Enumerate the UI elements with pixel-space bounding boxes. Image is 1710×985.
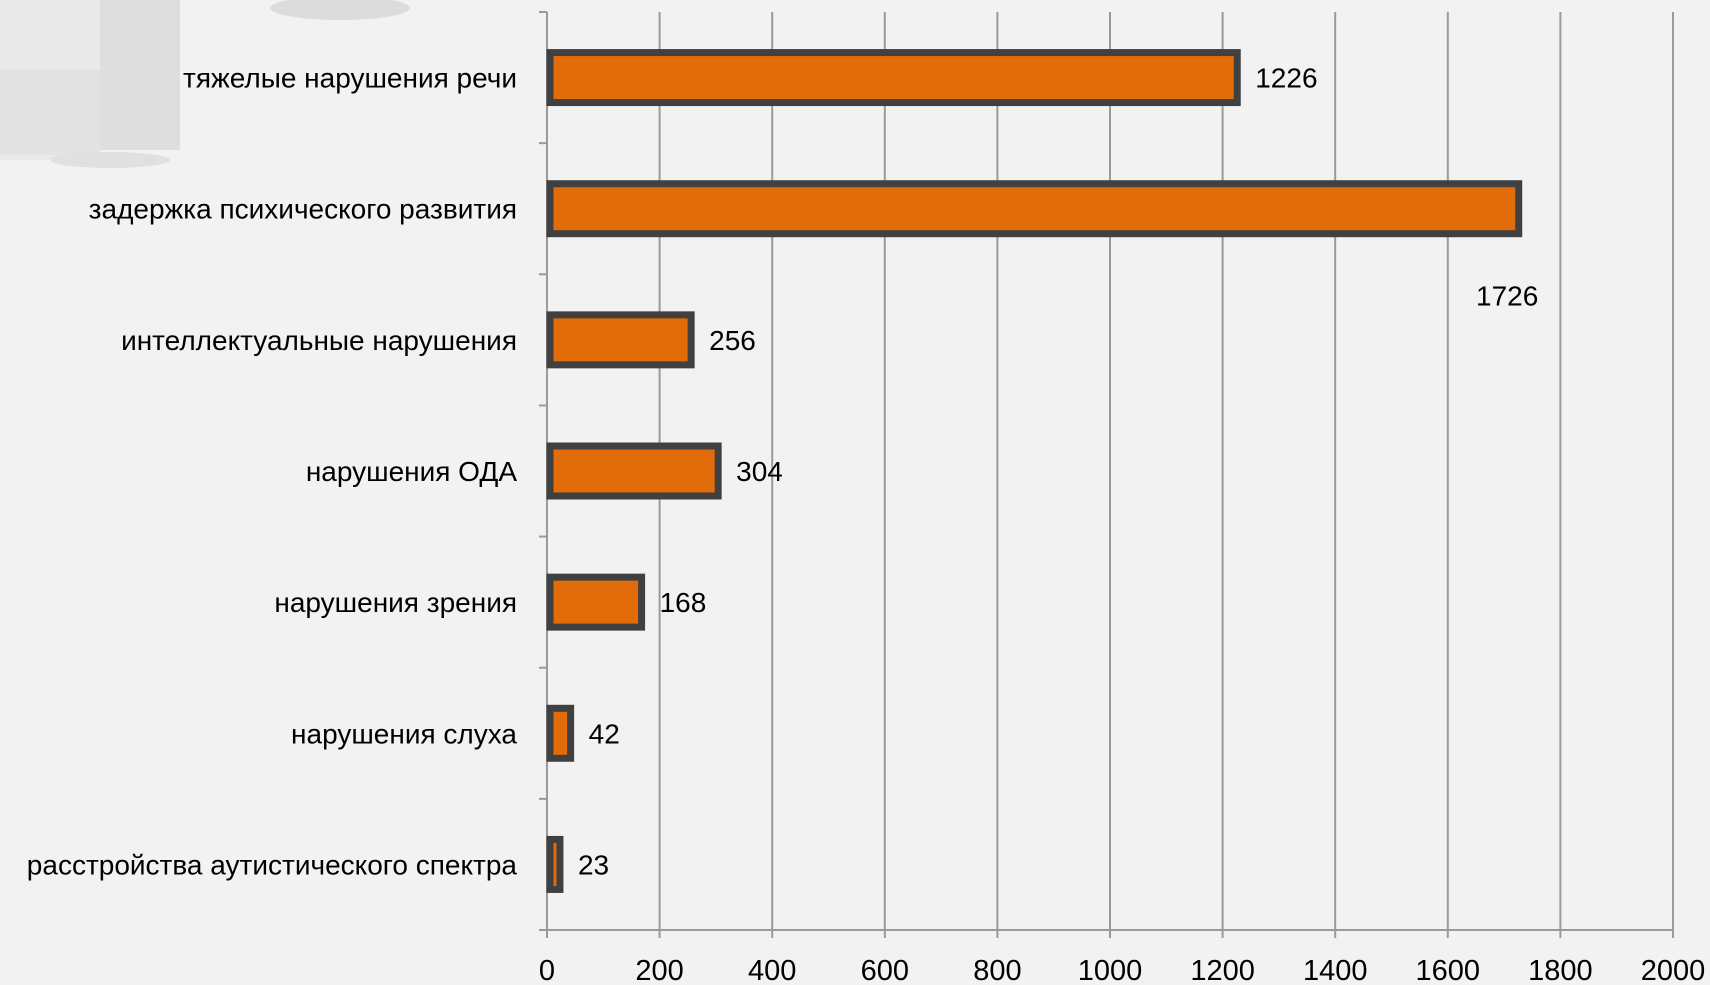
category-label: расстройства аутистического спектра — [27, 849, 518, 880]
bar — [546, 49, 1241, 107]
data-label: 1726 — [1476, 281, 1538, 312]
category-label: нарушения ОДА — [306, 456, 518, 487]
x-tick-label: 1600 — [1416, 955, 1481, 985]
x-tick-label: 1800 — [1528, 955, 1593, 985]
data-label: 23 — [578, 849, 609, 880]
data-label: 168 — [660, 587, 707, 618]
x-tick-label: 200 — [635, 955, 683, 985]
labels: 0 200 400 600 800 1000 1200 1400 1600 1800 2000 тяж… — [27, 63, 1705, 985]
x-tick-label: 1200 — [1190, 955, 1255, 985]
gridlines — [658, 12, 1674, 930]
category-label: задержка психического развития — [89, 194, 517, 225]
bar — [546, 835, 564, 893]
x-tick-label: 1000 — [1078, 955, 1143, 985]
x-tick-label: 2000 — [1641, 955, 1706, 985]
bar — [546, 704, 575, 762]
category-label: нарушения слуха — [291, 718, 517, 749]
category-label: нарушения зрения — [274, 587, 517, 618]
x-tick-label: 800 — [973, 955, 1021, 985]
data-label: 42 — [589, 718, 620, 749]
data-label: 304 — [736, 456, 783, 487]
bar — [546, 442, 722, 500]
x-tick-label: 1400 — [1303, 955, 1368, 985]
background-decoration — [0, 0, 410, 168]
bar — [546, 180, 1523, 238]
bar — [546, 311, 695, 369]
data-label: 1226 — [1255, 63, 1317, 94]
data-label: 256 — [709, 325, 756, 356]
category-label: интеллектуальные нарушения — [121, 325, 517, 356]
category-label: тяжелые нарушения речи — [183, 63, 517, 94]
x-tick-label: 600 — [861, 955, 909, 985]
bar — [546, 573, 646, 631]
x-tick-label: 0 — [539, 955, 555, 985]
x-tick-label: 400 — [748, 955, 796, 985]
bars — [546, 49, 1523, 893]
